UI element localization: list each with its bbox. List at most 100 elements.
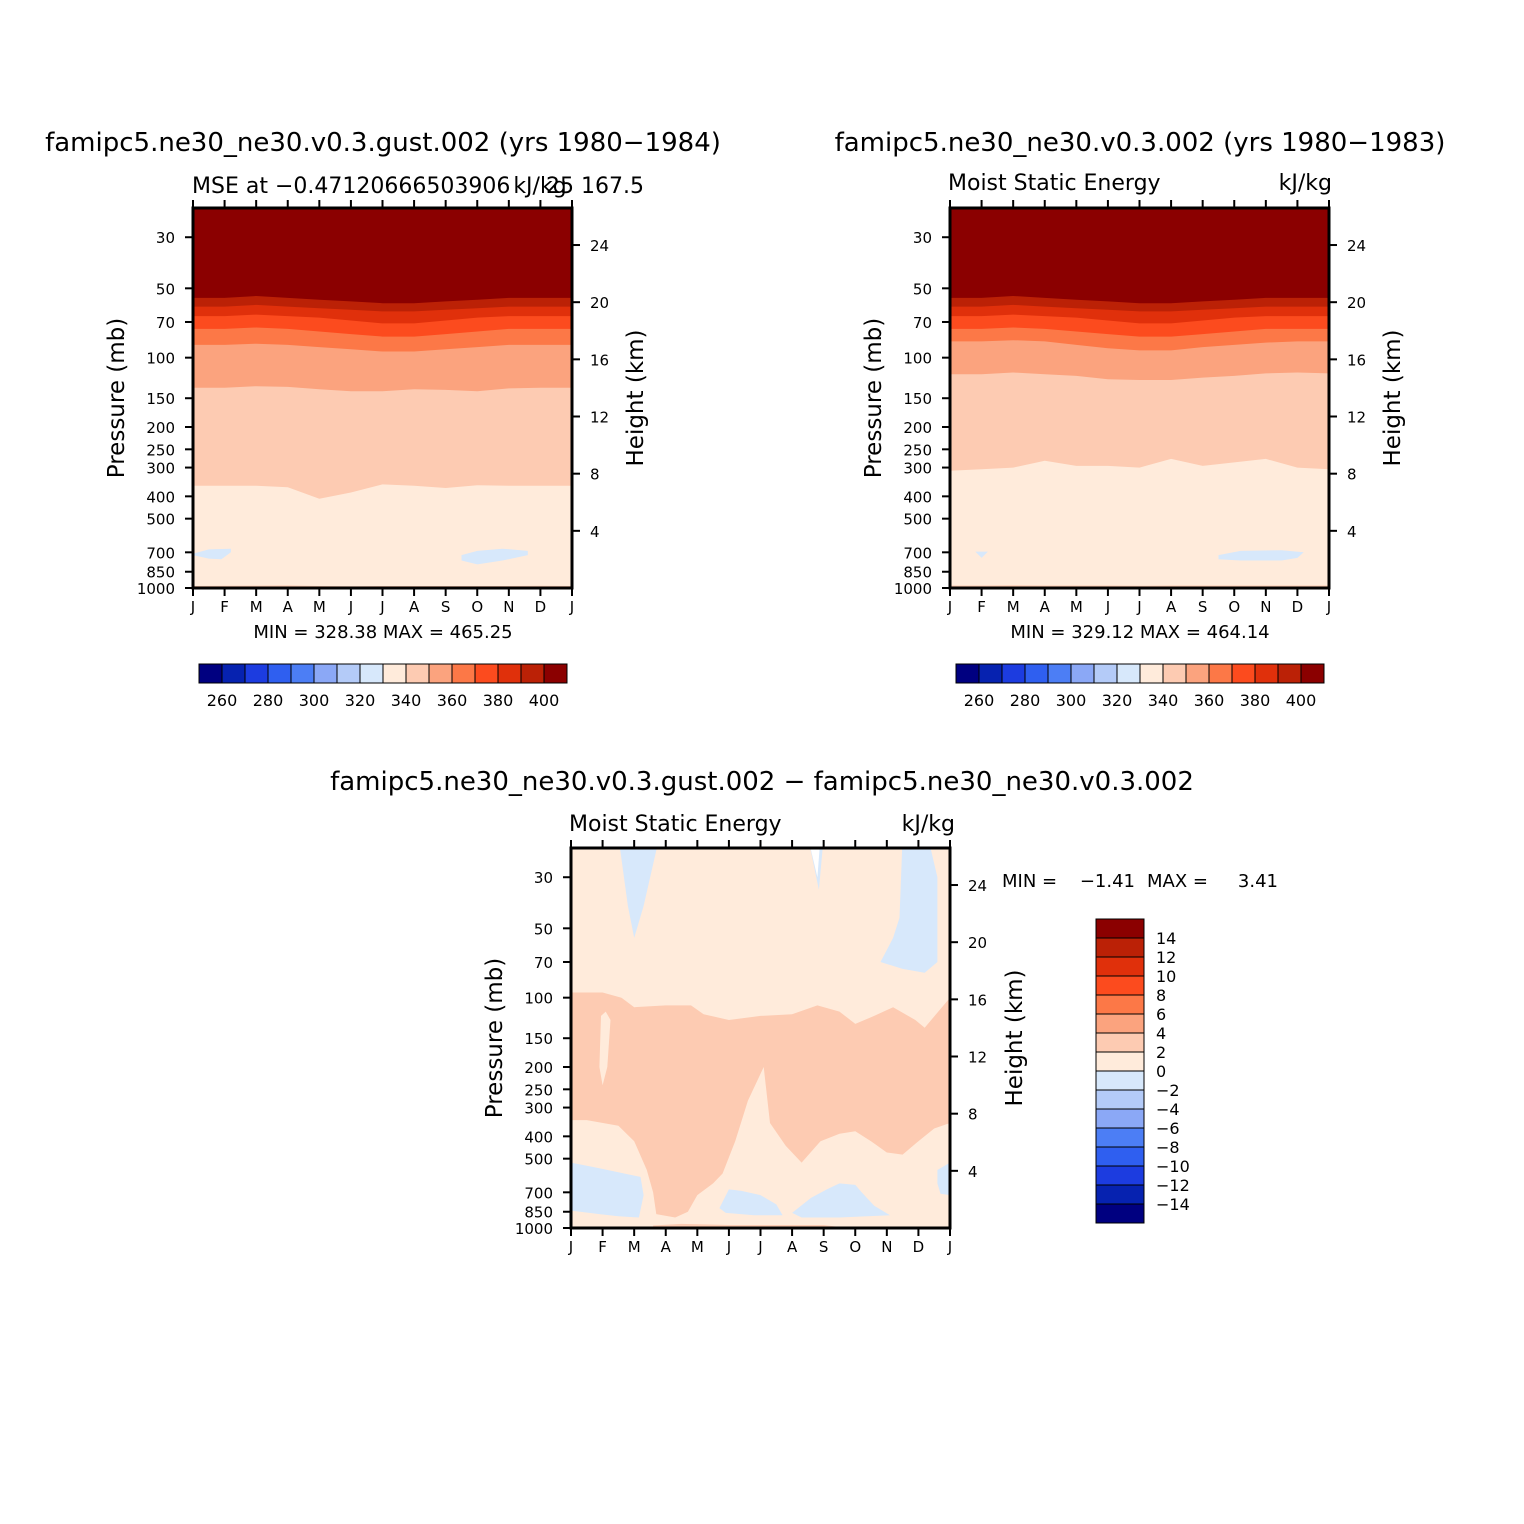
y-tick-label: 500 bbox=[524, 1151, 553, 1169]
y-tick-label-right: 4 bbox=[968, 1163, 978, 1181]
center-string: kJ/kg bbox=[513, 174, 566, 199]
colorbar-box bbox=[1116, 663, 1141, 684]
contour-region-320 bbox=[461, 548, 528, 565]
y-tick-label-right: 16 bbox=[968, 991, 987, 1009]
y-axis-label: Pressure (mb) bbox=[482, 958, 508, 1118]
colorbar-box bbox=[428, 663, 453, 684]
colorbar-label: 0 bbox=[1156, 1062, 1166, 1081]
colorbar-box bbox=[1095, 1032, 1145, 1053]
colorbar-label: 320 bbox=[345, 691, 376, 710]
colorbar-label: −8 bbox=[1156, 1138, 1180, 1157]
contour-band-neg bbox=[571, 1162, 644, 1218]
contour-band-neg bbox=[619, 848, 657, 938]
x-tick-label: J bbox=[1105, 598, 1110, 616]
x-tick-label: M bbox=[313, 598, 326, 616]
colorbar-box bbox=[1001, 663, 1026, 684]
contour-region-320 bbox=[975, 551, 988, 558]
y-tick-label: 850 bbox=[903, 564, 932, 582]
colorbar-label: 380 bbox=[483, 691, 514, 710]
colorbar-box bbox=[1095, 1089, 1145, 1110]
y-tick-label-right: 16 bbox=[1347, 351, 1366, 369]
x-tick-label: A bbox=[409, 598, 420, 616]
stats-min-label: MIN = bbox=[1002, 871, 1057, 892]
colorbar-box bbox=[955, 663, 980, 684]
y-tick-label: 50 bbox=[534, 920, 553, 938]
y-tick-label-right: 12 bbox=[968, 1049, 987, 1067]
x-tick-label: A bbox=[787, 1238, 798, 1256]
colorbar-box bbox=[1047, 663, 1072, 684]
contour-region-320 bbox=[1218, 550, 1304, 561]
colorbar-box bbox=[1300, 663, 1325, 684]
y-tick-label-right: 12 bbox=[590, 409, 609, 427]
contour-band-0-2 bbox=[599, 1011, 611, 1086]
colorbar-box bbox=[336, 663, 361, 684]
colorbar-label: −12 bbox=[1156, 1176, 1190, 1195]
x-tick-label: N bbox=[1260, 598, 1271, 616]
y-tick-label-right: 24 bbox=[590, 237, 609, 255]
colorbar-label: 300 bbox=[1056, 691, 1087, 710]
x-tick-label: M bbox=[691, 1238, 704, 1256]
contour-fill bbox=[193, 208, 572, 588]
colorbar-box bbox=[1095, 975, 1145, 996]
colorbar-label: 380 bbox=[1240, 691, 1271, 710]
colorbar-box bbox=[978, 663, 1003, 684]
y-tick-label: 400 bbox=[524, 1128, 553, 1146]
colorbar: 260 280 300 320 340 360 380 400 bbox=[198, 663, 568, 710]
colorbar-label: 2 bbox=[1156, 1043, 1166, 1062]
colorbar-box bbox=[267, 663, 292, 684]
colorbar-label: −4 bbox=[1156, 1100, 1180, 1119]
colorbar-label: −14 bbox=[1156, 1195, 1190, 1214]
contour-band-neg bbox=[880, 848, 938, 973]
y-tick-label: 500 bbox=[146, 511, 175, 529]
colorbar-box bbox=[290, 663, 315, 684]
colorbar-label: 320 bbox=[1102, 691, 1133, 710]
colorbar-box bbox=[543, 663, 568, 684]
colorbar-label: 400 bbox=[529, 691, 560, 710]
stats-label: MIN = 329.12 MAX = 464.14 bbox=[1010, 622, 1269, 643]
left-string: Moist Static Energy bbox=[569, 812, 782, 837]
x-tick-label: O bbox=[1228, 598, 1240, 616]
colorbar-box bbox=[1277, 663, 1302, 684]
x-tick-label: J bbox=[947, 598, 952, 616]
colorbar-label: 6 bbox=[1156, 1005, 1166, 1024]
x-tick-label: D bbox=[913, 1238, 925, 1256]
x-tick-label: S bbox=[1198, 598, 1208, 616]
colorbar-box bbox=[1095, 956, 1145, 977]
colorbar-box bbox=[1024, 663, 1049, 684]
colorbar-label: 360 bbox=[437, 691, 468, 710]
y-tick-label: 1000 bbox=[515, 1220, 553, 1238]
x-tick-label: N bbox=[503, 598, 514, 616]
y-tick-label: 700 bbox=[903, 544, 932, 562]
colorbar-label: 10 bbox=[1156, 967, 1176, 986]
x-tick-label: N bbox=[881, 1238, 892, 1256]
y-tick-label: 30 bbox=[534, 869, 553, 887]
left-string: MSE at −0.47120666503906 bbox=[192, 174, 510, 199]
y-tick-label: 150 bbox=[146, 390, 175, 408]
colorbar-label: 300 bbox=[299, 691, 330, 710]
colorbar-label: −2 bbox=[1156, 1081, 1180, 1100]
colorbar-label: 260 bbox=[964, 691, 995, 710]
contour-gap bbox=[810, 848, 820, 878]
x-tick-label: A bbox=[1040, 598, 1051, 616]
colorbar-box bbox=[1095, 937, 1145, 958]
colorbar-label: 4 bbox=[1156, 1024, 1166, 1043]
colorbar-box bbox=[451, 663, 476, 684]
colorbar-label: 260 bbox=[207, 691, 238, 710]
colorbar-box bbox=[244, 663, 269, 684]
colorbar-box bbox=[1095, 1051, 1145, 1072]
y-tick-label: 200 bbox=[903, 419, 932, 437]
y-tick-label-right: 8 bbox=[590, 466, 600, 484]
x-tick-label: M bbox=[250, 598, 263, 616]
x-tick-label: M bbox=[1007, 598, 1020, 616]
y-tick-label: 70 bbox=[156, 314, 175, 332]
panel-control: famipc5.ne30_ne30.v0.3.002 (yrs 1980−198… bbox=[835, 128, 1446, 710]
colorbar-box bbox=[474, 663, 499, 684]
colorbar-box bbox=[1095, 918, 1145, 939]
right-string: kJ/kg bbox=[902, 812, 955, 837]
colorbar-box bbox=[1070, 663, 1095, 684]
y-tick-label: 100 bbox=[903, 350, 932, 368]
y-tick-label-right: 8 bbox=[968, 1106, 978, 1124]
